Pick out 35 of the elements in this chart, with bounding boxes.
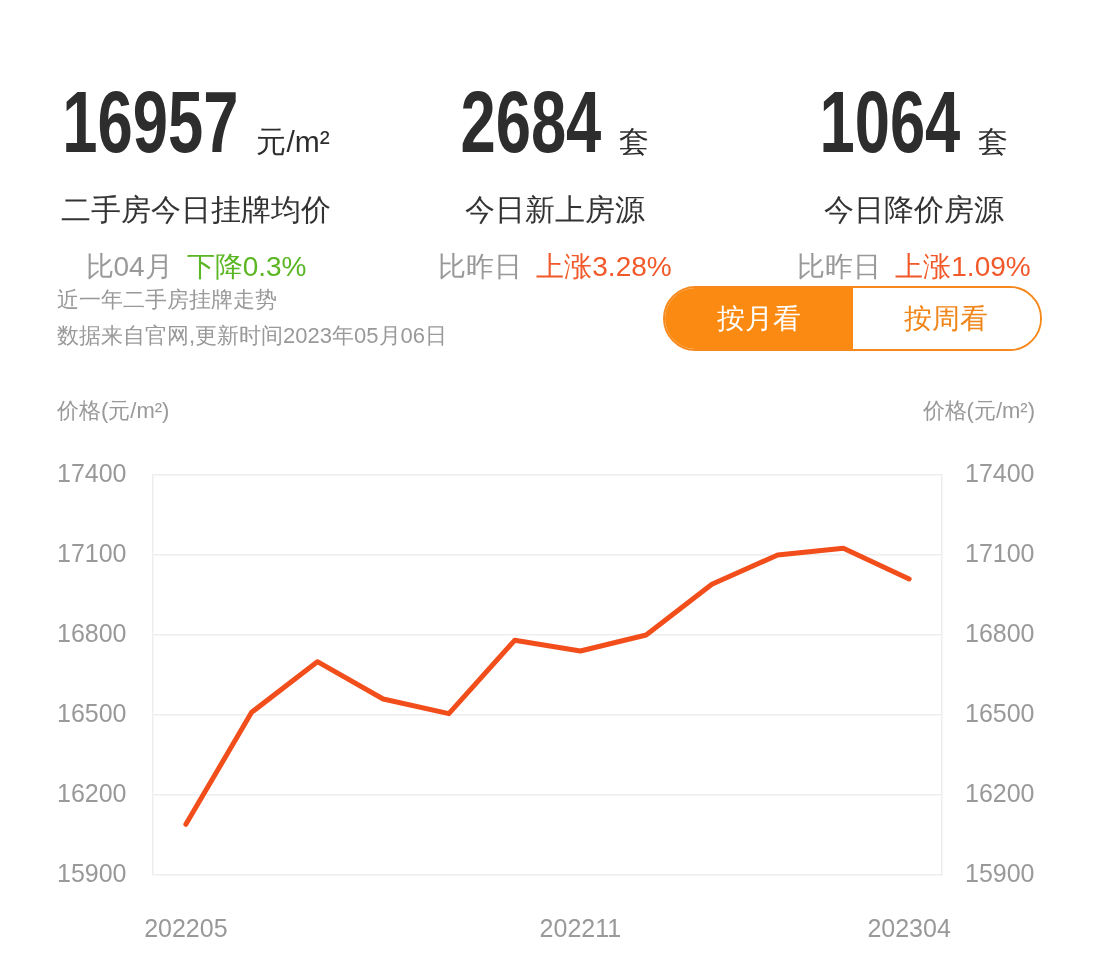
y-tick-label: 16200 — [57, 778, 127, 807]
text: 今日降价房源 — [823, 193, 1005, 226]
y2-tick-label: 17400 — [965, 458, 1035, 487]
text: 比昨日 — [797, 251, 882, 282]
text: 比04月 — [85, 251, 173, 282]
text: 套 — [619, 125, 650, 158]
text: 2684 — [460, 72, 602, 171]
y2-axis-title: 价格(元/m²) — [921, 398, 1035, 424]
text: 16957 — [62, 72, 239, 171]
x-tick-label: 202211 — [539, 913, 622, 942]
text: 比昨日 — [438, 251, 523, 282]
y2-tick-label: 16500 — [965, 698, 1035, 727]
text: 今日新上房源 — [464, 193, 646, 226]
text: 下降0.3% — [186, 251, 307, 282]
text: 1064 — [819, 72, 961, 171]
x-tick-label: 202205 — [144, 913, 228, 942]
y-tick-label: 15900 — [57, 858, 127, 887]
text: 数据来自官网,更新时间2023年05月06日 — [57, 323, 447, 348]
y2-tick-label: 16200 — [965, 778, 1035, 807]
y-tick-label: 16500 — [57, 698, 127, 727]
text: 上涨1.09% — [895, 251, 1031, 282]
text: 套 — [978, 125, 1009, 158]
chart-title: 近一年二手房挂牌走势 — [57, 287, 277, 312]
y2-tick-label: 15900 — [965, 858, 1035, 887]
text: 上涨3.28% — [536, 251, 672, 282]
segmented-control: 按月看 按周看 — [663, 286, 1042, 351]
y2-tick-label: 16800 — [965, 618, 1035, 647]
y2-tick-label: 17100 — [965, 538, 1035, 567]
text: 元/m² — [256, 125, 330, 158]
y-tick-label: 17400 — [57, 458, 127, 487]
x-tick-label: 202304 — [867, 913, 951, 942]
y-tick-label: 16800 — [57, 618, 127, 647]
y-axis-title: 价格(元/m²) — [56, 398, 170, 424]
y-tick-label: 17100 — [57, 538, 127, 567]
text: 二手房今日挂牌均价 — [60, 193, 332, 226]
